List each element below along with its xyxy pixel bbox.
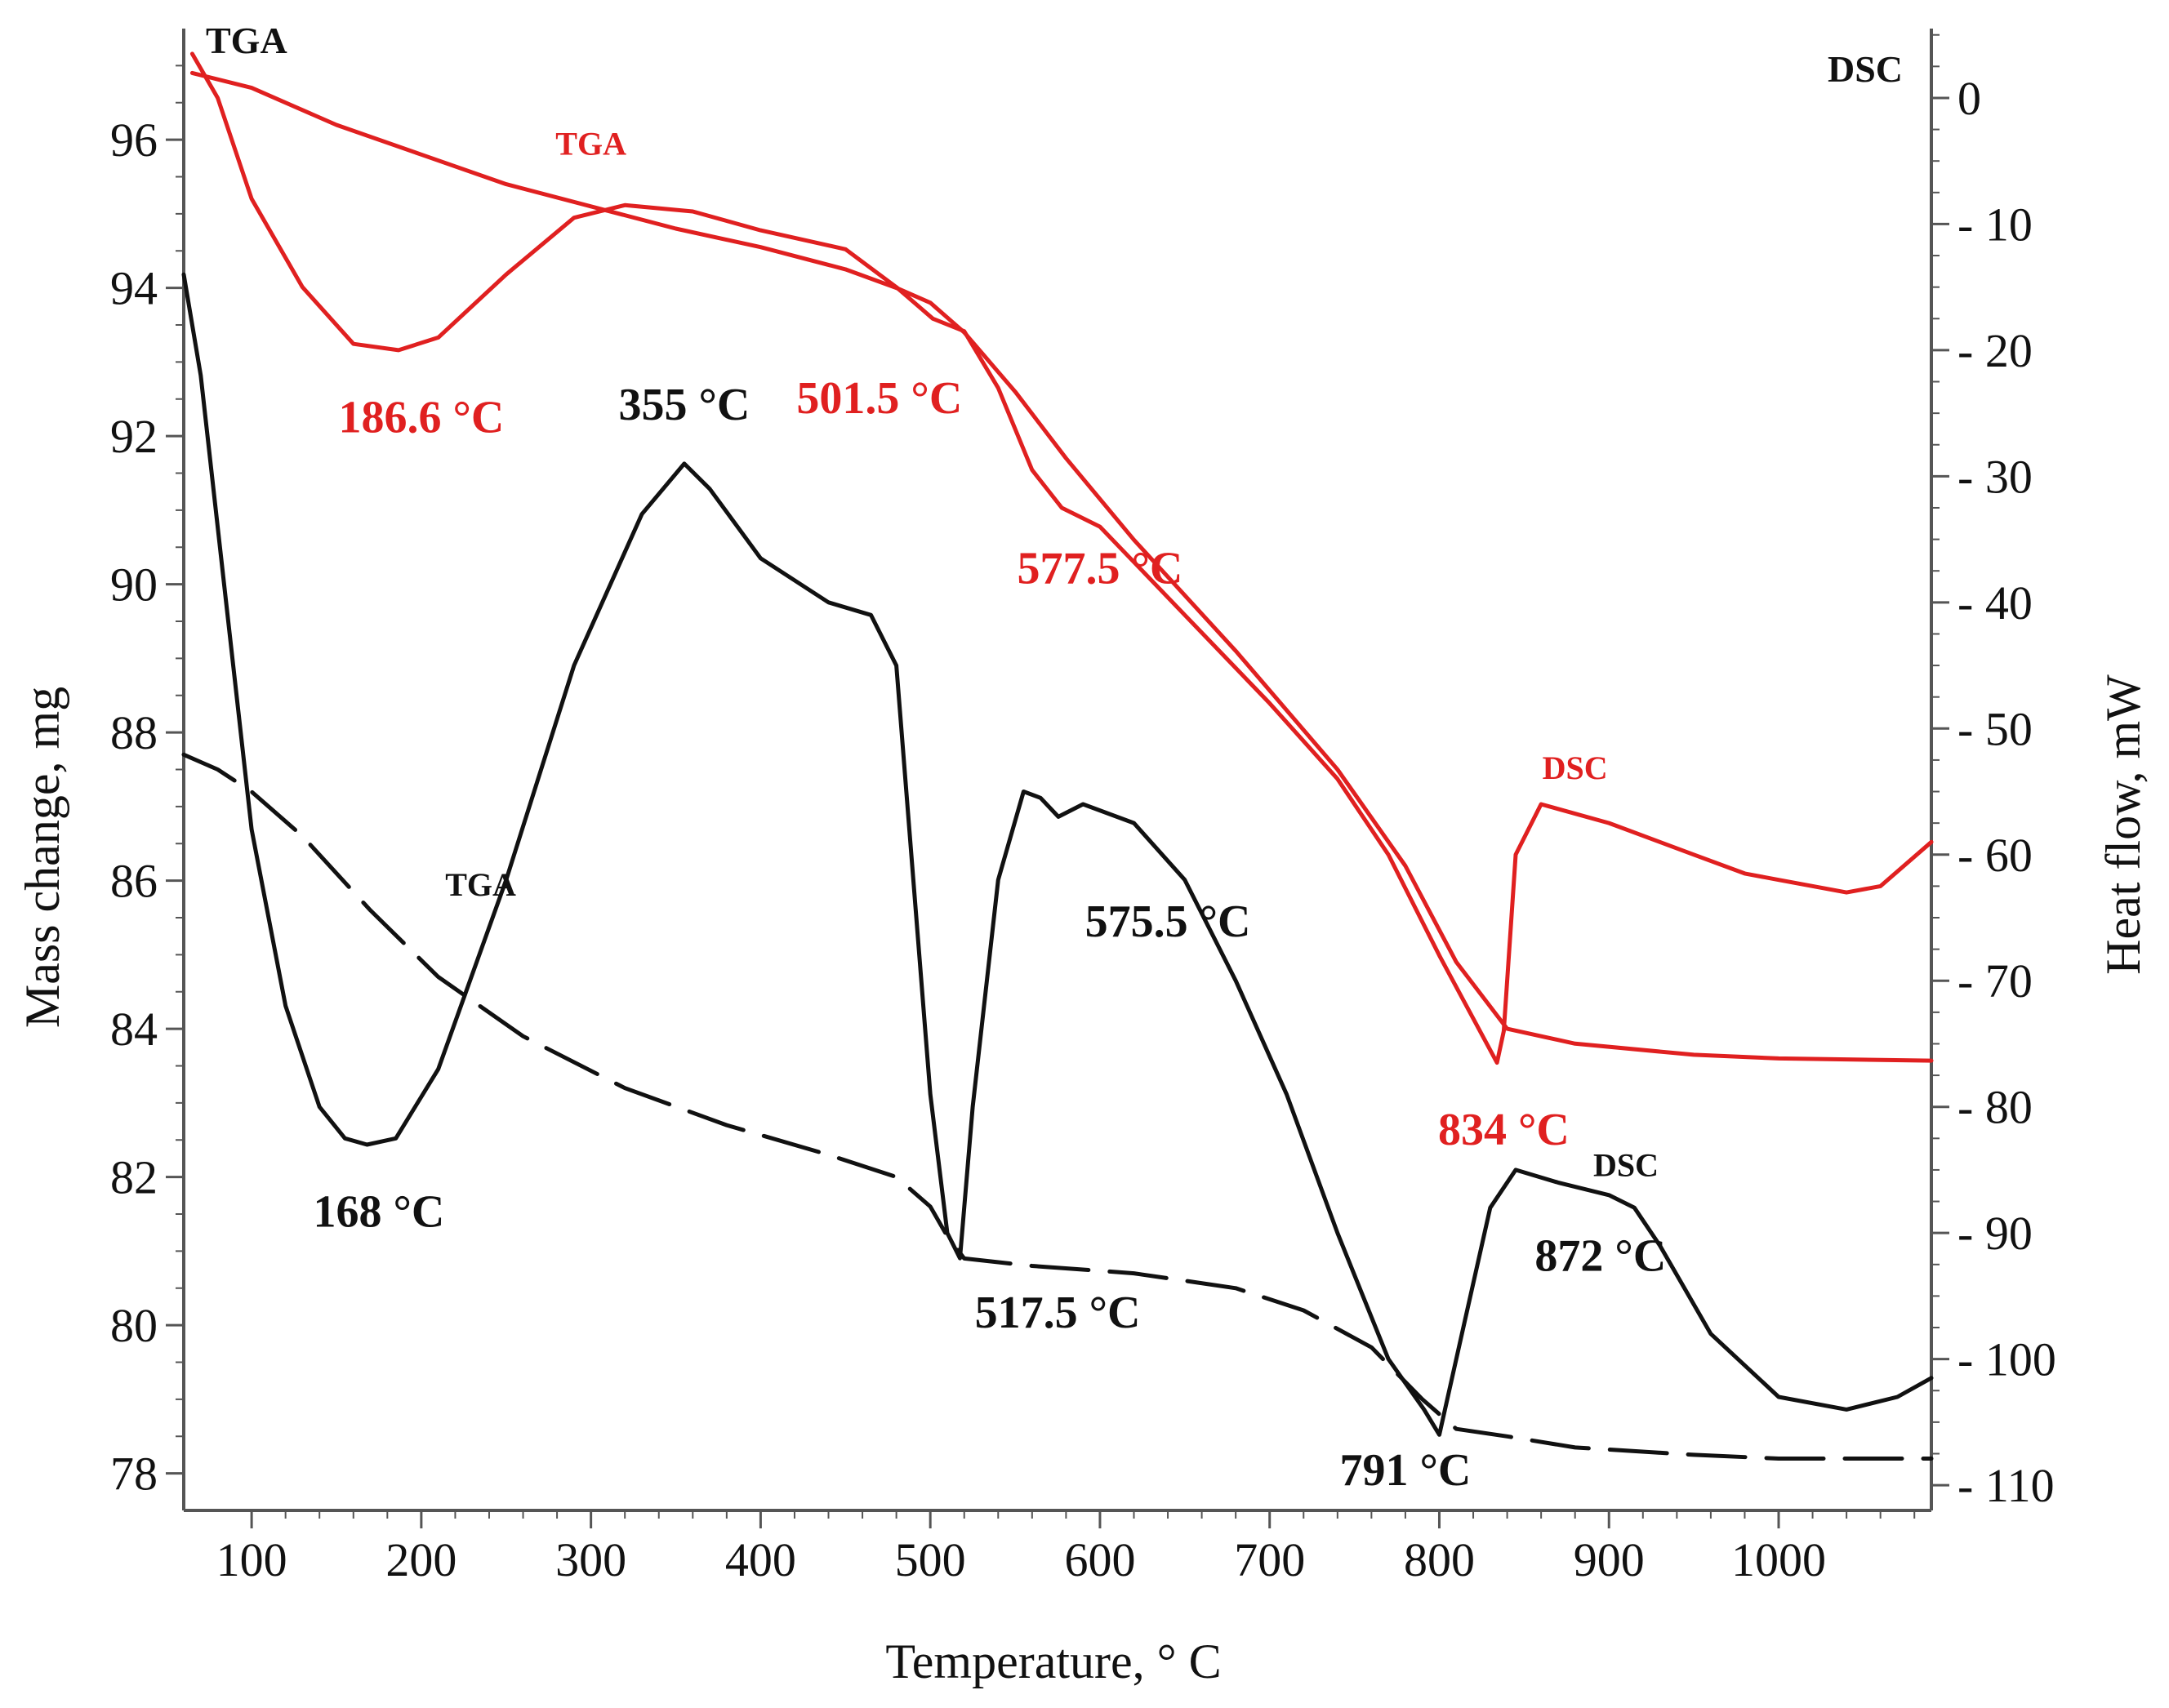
x-tick-label: 400 <box>725 1533 796 1586</box>
series-label-dsc-black: DSC <box>1593 1147 1659 1184</box>
y-right-tick-label: - 20 <box>1957 324 2033 377</box>
y-left-tick-label: 88 <box>110 706 158 759</box>
y-axis-title-left: Mass change, mg <box>16 687 69 1028</box>
y-right-tick-label: - 50 <box>1957 702 2033 755</box>
y-axis-title-right: Heat flow, mW <box>2096 674 2150 975</box>
labels-layer: TGA DSC TGA DSC 186.6 °C 501.5 °C 577.5 °C 834 … <box>314 125 1667 1496</box>
x-tick-label: 900 <box>1574 1533 1645 1586</box>
series-layer <box>181 51 1934 1461</box>
y-left-tick-label: 84 <box>110 1003 158 1056</box>
y-right-tick-label: - 100 <box>1957 1333 2056 1386</box>
y-left-tick-label: 82 <box>110 1151 158 1204</box>
peak-annotation: 517.5 °C <box>975 1288 1141 1338</box>
y-left-tick-label: 90 <box>110 558 158 612</box>
y-right-tick-label: - 60 <box>1957 829 2033 882</box>
y-right-tick-label: 0 <box>1957 72 1981 125</box>
peak-annotation: 501.5 °C <box>796 373 962 424</box>
peak-annotation: 186.6 °C <box>338 392 504 443</box>
y-right-tick-label: - 70 <box>1957 954 2033 1007</box>
y-right-tick-label: - 90 <box>1957 1207 2033 1260</box>
series-label-tga-black: TGA <box>445 866 516 903</box>
x-tick-label: 500 <box>895 1533 966 1586</box>
x-tick-label: 1000 <box>1731 1533 1826 1586</box>
series-line-tga-black <box>181 752 1934 1461</box>
corner-label-dsc: DSC <box>1828 48 1903 90</box>
x-tick-label: 700 <box>1234 1533 1305 1586</box>
y-left-tick-label: 78 <box>110 1448 158 1501</box>
y-left-tick-label: 92 <box>110 410 158 463</box>
x-axis-title: Temperature, ° C <box>885 1635 1221 1688</box>
peak-annotation: 791 °C <box>1340 1445 1472 1496</box>
peak-annotation: 834 °C <box>1438 1105 1570 1155</box>
peak-annotation: 575.5 °C <box>1085 896 1251 947</box>
peak-annotation: 872 °C <box>1534 1231 1666 1282</box>
ticks-layer: 100 200 300 400 500 600 700 800 900 1000788082848… <box>110 33 2056 1586</box>
y-left-tick-label: 96 <box>110 113 158 167</box>
x-tick-label: 200 <box>385 1533 457 1586</box>
y-left-tick-label: 86 <box>110 855 158 908</box>
corner-label-tga: TGA <box>206 20 287 61</box>
x-tick-label: 100 <box>216 1533 287 1586</box>
y-right-tick-label: - 80 <box>1957 1081 2033 1134</box>
y-right-tick-label: - 110 <box>1957 1459 2055 1512</box>
y-right-tick-label: - 30 <box>1957 450 2033 503</box>
series-label-tga-red: TGA <box>555 125 626 162</box>
y-right-tick-label: - 40 <box>1957 576 2033 629</box>
x-tick-label: 300 <box>555 1533 626 1586</box>
y-right-tick-label: - 10 <box>1957 198 2033 251</box>
peak-annotation: 355 °C <box>618 380 750 430</box>
series-line-tga-red <box>189 70 1934 1063</box>
x-tick-label: 600 <box>1064 1533 1135 1586</box>
y-left-tick-label: 94 <box>110 262 158 315</box>
series-line-dsc-red <box>189 51 1934 1065</box>
y-left-tick-label: 80 <box>110 1299 158 1352</box>
peak-annotation: 577.5 °C <box>1018 544 1183 594</box>
series-label-dsc-red: DSC <box>1543 749 1608 786</box>
peak-annotation: 168 °C <box>314 1186 445 1237</box>
x-tick-label: 800 <box>1404 1533 1475 1586</box>
series-line-dsc-black <box>181 272 1934 1437</box>
